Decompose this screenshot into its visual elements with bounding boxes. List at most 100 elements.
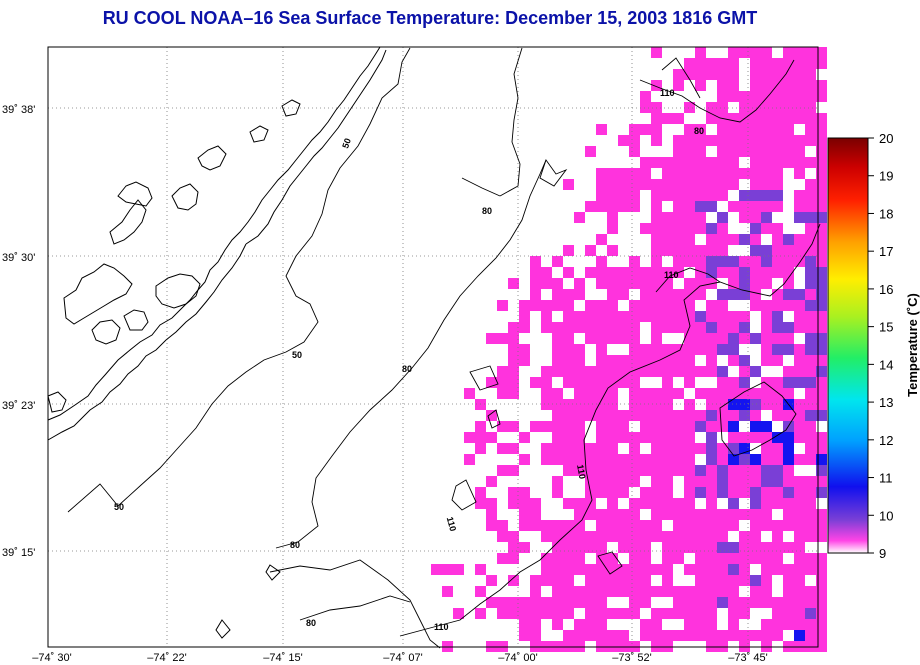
sst-pixel: [629, 498, 640, 509]
sst-pixel: [618, 179, 629, 190]
sst-pixel: [651, 212, 662, 223]
sst-pixel: [508, 487, 519, 498]
sst-pixel: [673, 542, 684, 553]
sst-pixel: [816, 311, 827, 322]
sst-pixel: [728, 113, 739, 124]
sst-pixel: [816, 388, 827, 399]
sst-pixel: [761, 311, 772, 322]
sst-pixel: [695, 333, 706, 344]
sst-pixel: [783, 333, 794, 344]
sst-pixel: [750, 520, 761, 531]
sst-pixel: [684, 476, 695, 487]
sst-pixel: [684, 245, 695, 256]
sst-pixel: [706, 322, 717, 333]
sst-pixel: [640, 157, 651, 168]
sst-pixel: [673, 322, 684, 333]
sst-pixel: [794, 234, 805, 245]
sst-pixel: [662, 190, 673, 201]
sst-pixel: [728, 377, 739, 388]
sst-pixel: [783, 135, 794, 146]
sst-pixel: [772, 531, 783, 542]
lon-label: –74˚ 22': [147, 652, 186, 664]
sst-pixel: [673, 520, 684, 531]
sst-pixel: [739, 201, 750, 212]
sst-pixel: [728, 487, 739, 498]
sst-pixel: [772, 630, 783, 641]
sst-pixel: [574, 377, 585, 388]
sst-pixel: [783, 234, 794, 245]
sst-pixel: [464, 454, 475, 465]
sst-pixel: [629, 124, 640, 135]
sst-pixel: [695, 146, 706, 157]
sst-pixel: [695, 487, 706, 498]
sst-pixel: [772, 553, 783, 564]
sst-pixel: [673, 212, 684, 223]
sst-pixel: [563, 575, 574, 586]
sst-pixel: [695, 223, 706, 234]
sst-pixel: [574, 344, 585, 355]
sst-pixel: [585, 608, 596, 619]
sst-pixel: [805, 245, 816, 256]
sst-pixel: [794, 201, 805, 212]
colorbar-tick-label: 17: [879, 244, 893, 259]
sst-pixel: [596, 476, 607, 487]
sst-pixel: [706, 454, 717, 465]
sst-pixel: [684, 168, 695, 179]
sst-pixel: [585, 388, 596, 399]
lon-label: –74˚ 15': [263, 652, 302, 664]
sst-pixel: [563, 520, 574, 531]
sst-pixel: [772, 91, 783, 102]
sst-pixel: [541, 311, 552, 322]
sst-pixel: [662, 630, 673, 641]
sst-pixel: [497, 608, 508, 619]
sst-pixel: [475, 586, 486, 597]
sst-pixel: [662, 454, 673, 465]
sst-pixel: [629, 201, 640, 212]
sst-pixel: [662, 157, 673, 168]
sst-pixel: [750, 465, 761, 476]
sst-pixel: [717, 256, 728, 267]
sst-pixel: [816, 355, 827, 366]
sst-pixel: [695, 201, 706, 212]
sst-pixel: [717, 509, 728, 520]
sst-pixel: [783, 564, 794, 575]
sst-pixel: [805, 421, 816, 432]
sst-pixel: [816, 135, 827, 146]
sst-pixel: [508, 542, 519, 553]
sst-pixel: [673, 608, 684, 619]
sst-pixel: [651, 300, 662, 311]
sst-pixel: [651, 443, 662, 454]
sst-pixel: [673, 190, 684, 201]
sst-pixel: [662, 168, 673, 179]
sst-pixel: [794, 366, 805, 377]
sst-pixel: [596, 443, 607, 454]
sst-pixel-layer: [431, 47, 827, 652]
lon-label: –74˚ 30': [32, 652, 71, 664]
sst-pixel: [739, 377, 750, 388]
sst-pixel: [618, 201, 629, 212]
sst-pixel: [563, 454, 574, 465]
sst-pixel: [816, 630, 827, 641]
colorbar-tick-label: 14: [879, 357, 893, 372]
sst-pixel: [805, 311, 816, 322]
sst-pixel: [706, 245, 717, 256]
sst-pixel: [750, 289, 761, 300]
sst-pixel: [640, 630, 651, 641]
sst-pixel: [805, 388, 816, 399]
sst-pixel: [805, 124, 816, 135]
sst-pixel: [783, 58, 794, 69]
sst-pixel: [684, 421, 695, 432]
sst-pixel: [651, 289, 662, 300]
sst-pixel: [508, 355, 519, 366]
sst-pixel: [750, 113, 761, 124]
contour-label: 80: [306, 618, 316, 628]
sst-pixel: [750, 333, 761, 344]
sst-pixel: [563, 179, 574, 190]
colorbar-tick-label: 13: [879, 395, 893, 410]
sst-pixel: [706, 256, 717, 267]
sst-pixel: [651, 190, 662, 201]
sst-pixel: [761, 201, 772, 212]
contour-label-group: 50 50 50 80 80 80 80 80 110 110 110 110 …: [114, 88, 704, 632]
sst-pixel: [783, 388, 794, 399]
sst-pixel: [706, 608, 717, 619]
